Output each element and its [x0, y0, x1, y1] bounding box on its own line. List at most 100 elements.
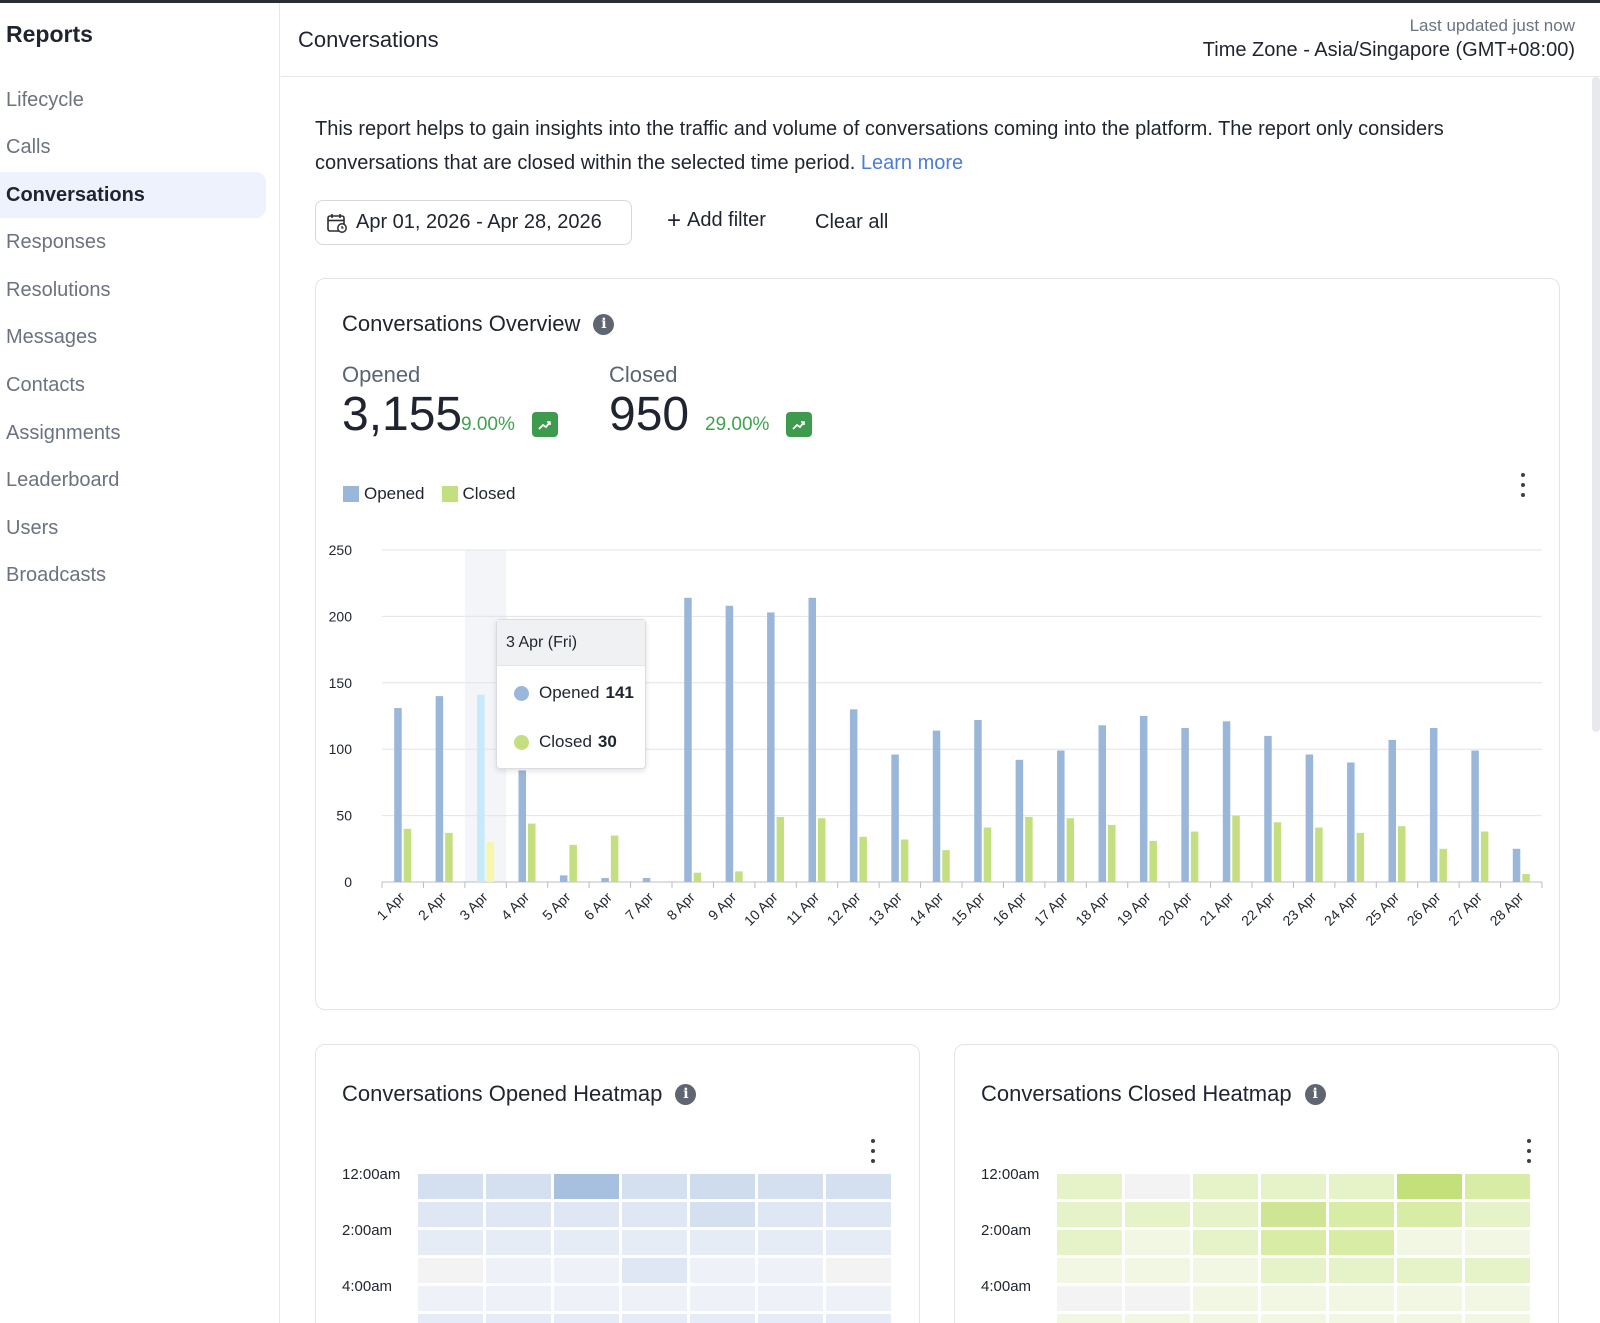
heatmap-cell[interactable] [758, 1314, 823, 1323]
sidebar-item-users[interactable]: Users [6, 516, 59, 539]
heatmap-cell[interactable] [690, 1258, 755, 1283]
heatmap-cell[interactable] [1057, 1174, 1122, 1199]
heatmap-cell[interactable] [1329, 1258, 1394, 1283]
heatmap-cell[interactable] [1057, 1202, 1122, 1227]
heatmap-cell[interactable] [1397, 1314, 1462, 1323]
heatmap-cell[interactable] [1125, 1314, 1190, 1323]
heatmap-cell[interactable] [554, 1286, 619, 1311]
heatmap-cell[interactable] [622, 1286, 687, 1311]
heatmap-cell[interactable] [418, 1174, 483, 1199]
heatmap-cell[interactable] [554, 1202, 619, 1227]
heatmap-cell[interactable] [1397, 1258, 1462, 1283]
heatmap-cell[interactable] [1329, 1202, 1394, 1227]
heatmap-cell[interactable] [1057, 1314, 1122, 1323]
heatmap-cell[interactable] [826, 1230, 891, 1255]
heatmap-cell[interactable] [826, 1174, 891, 1199]
heatmap-cell[interactable] [1465, 1314, 1530, 1323]
heatmap-cell[interactable] [1397, 1286, 1462, 1311]
heatmap-cell[interactable] [1261, 1230, 1326, 1255]
heatmap-cell[interactable] [1193, 1230, 1258, 1255]
heatmap-cell[interactable] [690, 1314, 755, 1323]
heatmap-cell[interactable] [1193, 1286, 1258, 1311]
heatmap-cell[interactable] [1125, 1230, 1190, 1255]
clear-all-button[interactable]: Clear all [815, 211, 889, 233]
heatmap-cell[interactable] [622, 1258, 687, 1283]
sidebar-item-calls[interactable]: Calls [6, 136, 51, 159]
sidebar-item-responses[interactable]: Responses [6, 231, 107, 254]
heatmap-more-options-icon[interactable] [1522, 1139, 1536, 1163]
heatmap-cell[interactable] [1465, 1286, 1530, 1311]
heatmap-cell[interactable] [486, 1174, 551, 1199]
heatmap-cell[interactable] [1057, 1258, 1122, 1283]
heatmap-cell[interactable] [1397, 1174, 1462, 1199]
heatmap-cell[interactable] [622, 1230, 687, 1255]
heatmap-cell[interactable] [1329, 1314, 1394, 1323]
sidebar-item-messages[interactable]: Messages [6, 326, 98, 349]
heatmap-cell[interactable] [826, 1258, 891, 1283]
heatmap-cell[interactable] [418, 1314, 483, 1323]
heatmap-cell[interactable] [1465, 1202, 1530, 1227]
heatmap-cell[interactable] [486, 1258, 551, 1283]
heatmap-more-options-icon[interactable] [866, 1139, 880, 1163]
info-icon[interactable]: i [593, 313, 615, 335]
add-filter-button[interactable]: + Add filter [667, 208, 766, 232]
heatmap-cell[interactable] [1397, 1202, 1462, 1227]
heatmap-cell[interactable] [622, 1314, 687, 1323]
date-range-picker[interactable]: Apr 01, 2026 - Apr 28, 2026 [315, 200, 632, 245]
heatmap-cell[interactable] [486, 1230, 551, 1255]
heatmap-cell[interactable] [1397, 1230, 1462, 1255]
sidebar-item-broadcasts[interactable]: Broadcasts [6, 564, 107, 587]
heatmap-cell[interactable] [1329, 1230, 1394, 1255]
heatmap-cell[interactable] [1193, 1258, 1258, 1283]
heatmap-cell[interactable] [1125, 1174, 1190, 1199]
heatmap-cell[interactable] [1261, 1314, 1326, 1323]
heatmap-cell[interactable] [758, 1286, 823, 1311]
sidebar-item-leaderboard[interactable]: Leaderboard [6, 469, 120, 492]
sidebar-item-assignments[interactable]: Assignments [6, 421, 121, 444]
info-icon[interactable]: i [675, 1083, 697, 1105]
sidebar-item-resolutions[interactable]: Resolutions [6, 278, 111, 301]
heatmap-cell[interactable] [1125, 1258, 1190, 1283]
heatmap-cell[interactable] [826, 1286, 891, 1311]
chart-more-options-icon[interactable] [1516, 473, 1530, 497]
heatmap-cell[interactable] [690, 1230, 755, 1255]
heatmap-cell[interactable] [486, 1314, 551, 1323]
sidebar-item-conversations[interactable]: Conversations [0, 172, 266, 219]
heatmap-cell[interactable] [1193, 1174, 1258, 1199]
heatmap-cell[interactable] [826, 1314, 891, 1323]
page-scrollbar[interactable] [1592, 77, 1600, 732]
heatmap-cell[interactable] [1125, 1202, 1190, 1227]
sidebar-item-lifecycle[interactable]: Lifecycle [6, 88, 84, 111]
heatmap-cell[interactable] [1125, 1286, 1190, 1311]
heatmap-cell[interactable] [418, 1286, 483, 1311]
heatmap-cell[interactable] [1465, 1230, 1530, 1255]
heatmap-cell[interactable] [554, 1314, 619, 1323]
heatmap-cell[interactable] [486, 1286, 551, 1311]
heatmap-cell[interactable] [1261, 1286, 1326, 1311]
learn-more-link[interactable]: Learn more [860, 152, 964, 174]
heatmap-cell[interactable] [690, 1202, 755, 1227]
heatmap-cell[interactable] [826, 1202, 891, 1227]
heatmap-cell[interactable] [690, 1174, 755, 1199]
heatmap-cell[interactable] [1261, 1202, 1326, 1227]
legend-item-opened[interactable]: Opened [343, 484, 425, 504]
heatmap-cell[interactable] [758, 1258, 823, 1283]
heatmap-cell[interactable] [758, 1202, 823, 1227]
heatmap-cell[interactable] [418, 1258, 483, 1283]
heatmap-cell[interactable] [758, 1174, 823, 1199]
heatmap-cell[interactable] [418, 1202, 483, 1227]
heatmap-cell[interactable] [1057, 1286, 1122, 1311]
heatmap-cell[interactable] [1465, 1174, 1530, 1199]
heatmap-cell[interactable] [418, 1230, 483, 1255]
heatmap-cell[interactable] [1261, 1258, 1326, 1283]
heatmap-cell[interactable] [1193, 1314, 1258, 1323]
heatmap-cell[interactable] [622, 1174, 687, 1199]
heatmap-cell[interactable] [1329, 1174, 1394, 1199]
heatmap-cell[interactable] [758, 1230, 823, 1255]
heatmap-cell[interactable] [554, 1174, 619, 1199]
heatmap-cell[interactable] [1057, 1230, 1122, 1255]
heatmap-cell[interactable] [1465, 1258, 1530, 1283]
heatmap-cell[interactable] [554, 1230, 619, 1255]
heatmap-cell[interactable] [622, 1202, 687, 1227]
heatmap-cell[interactable] [1329, 1286, 1394, 1311]
